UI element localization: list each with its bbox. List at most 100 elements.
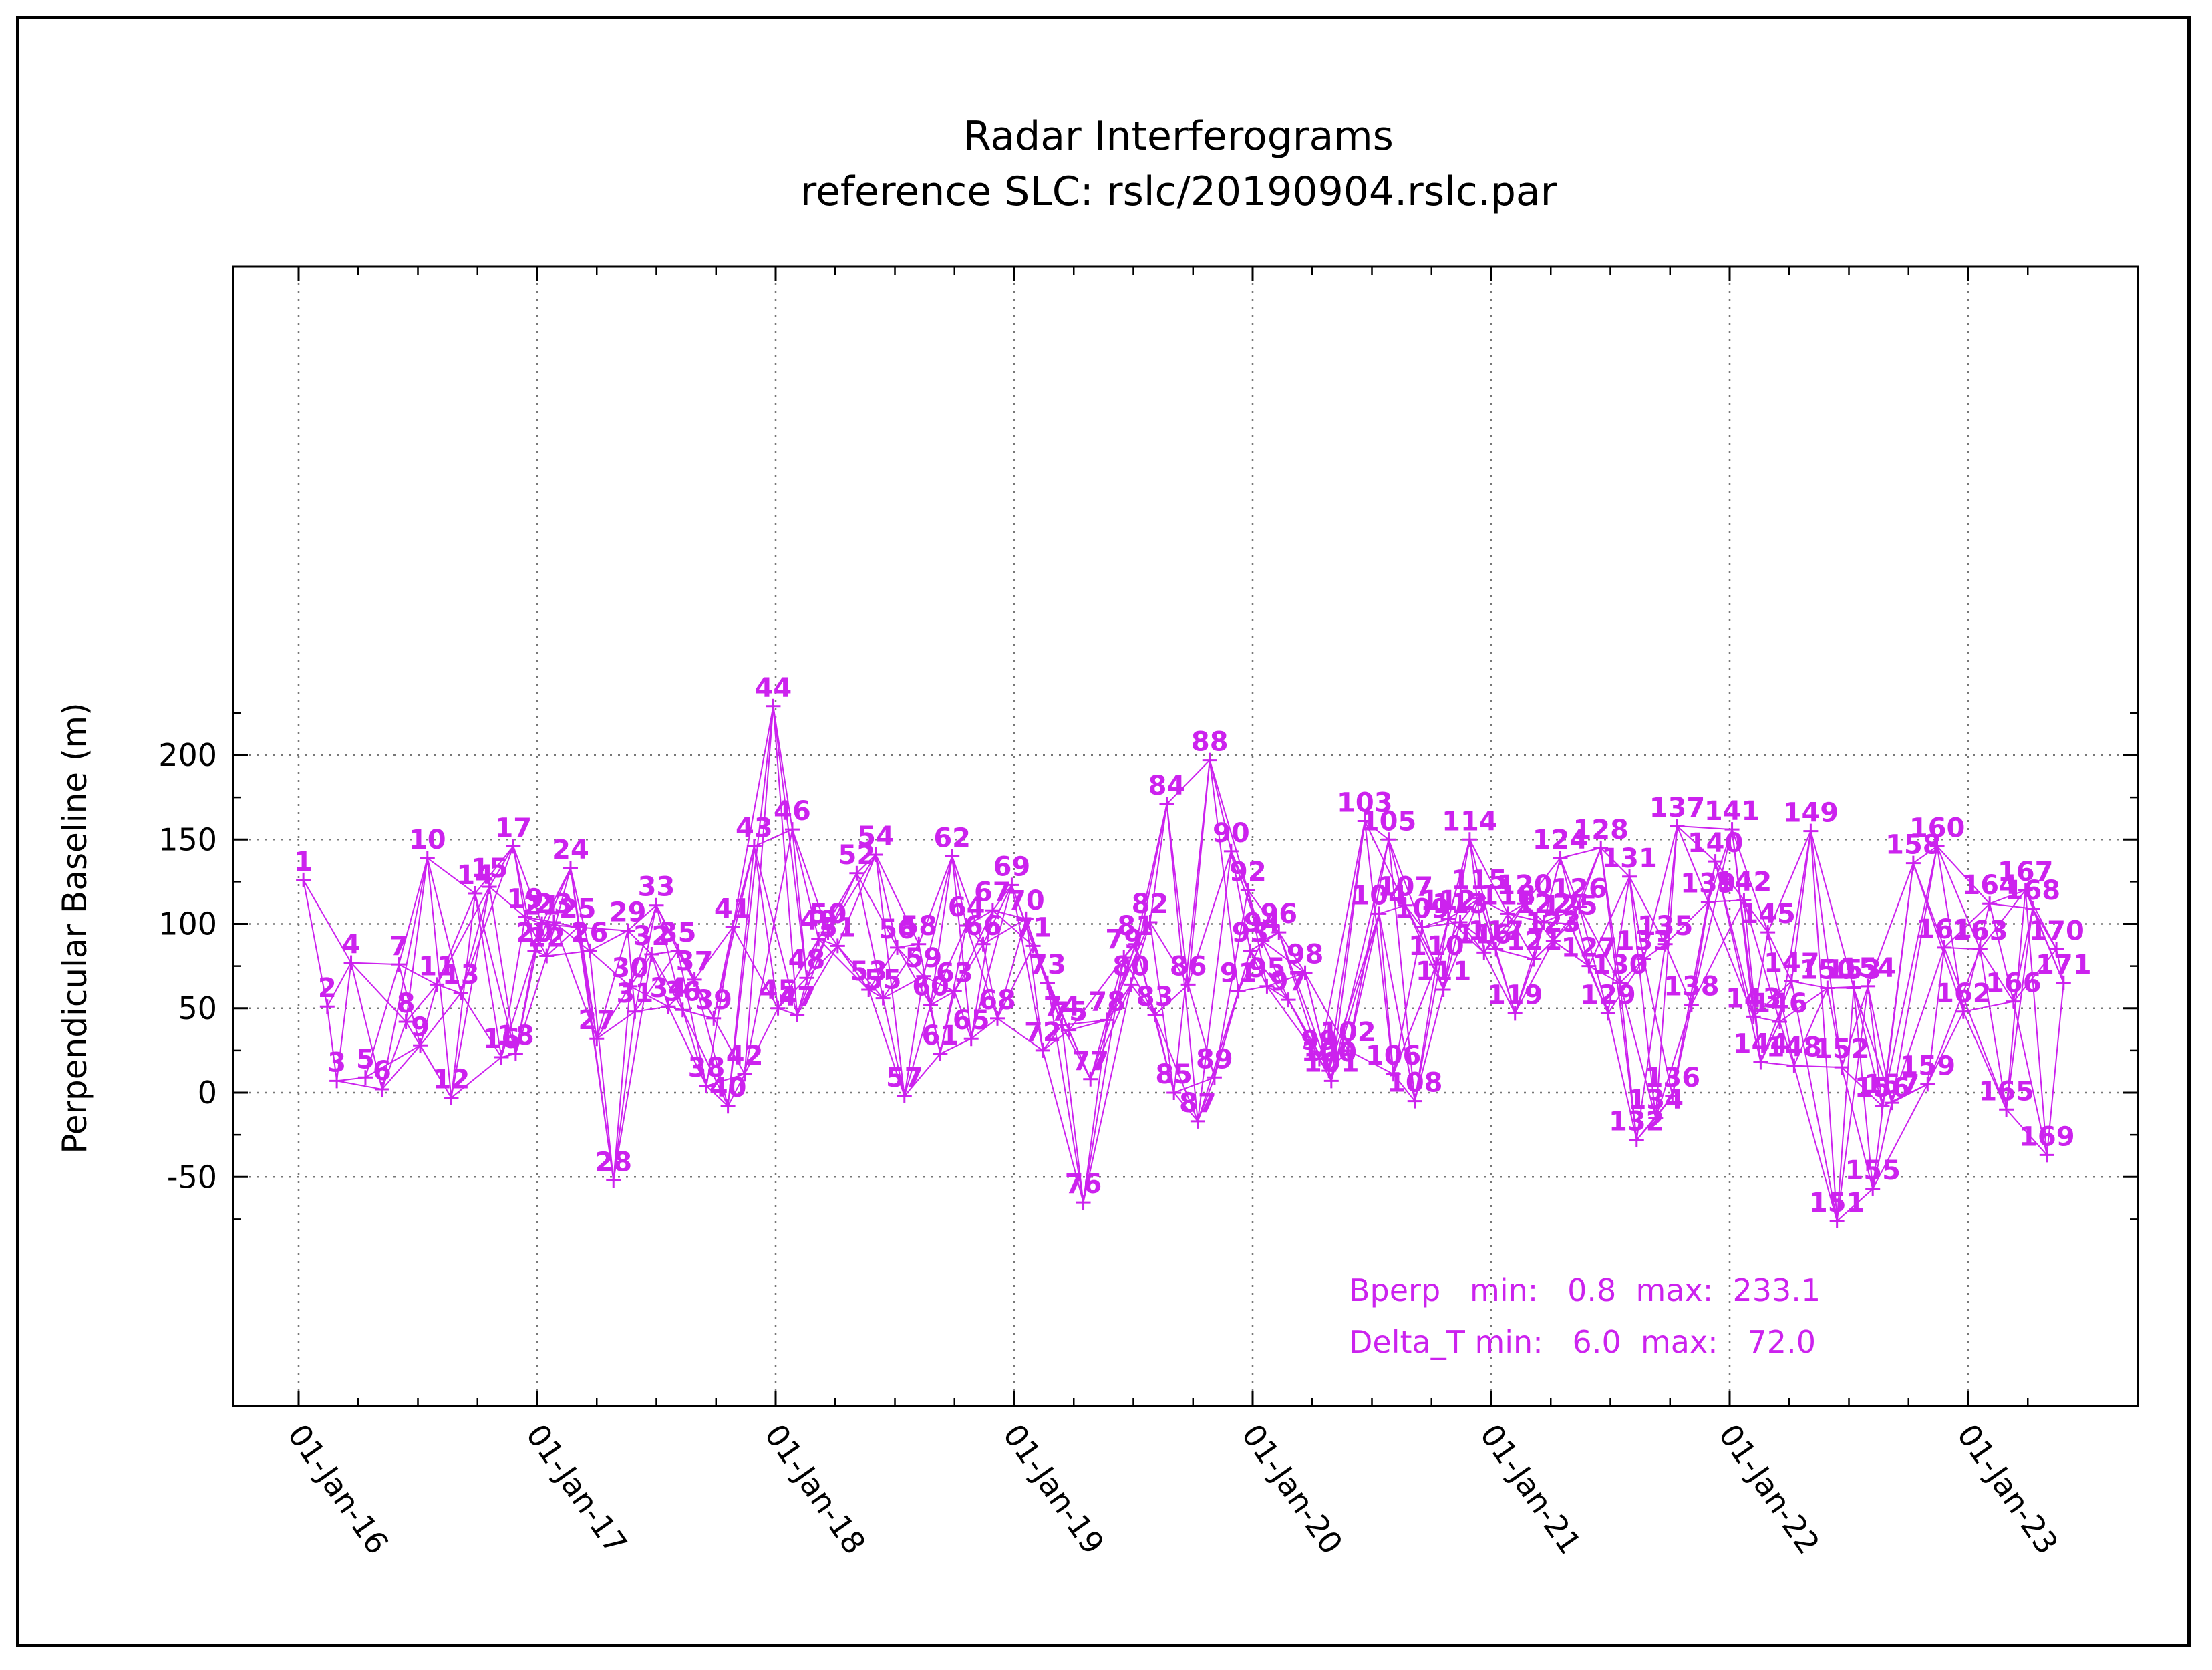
scene-label: 146: [1752, 988, 1808, 1019]
interferogram-link: [1927, 947, 1945, 1085]
interferogram-link: [1304, 972, 1349, 1051]
interferogram-link: [634, 905, 657, 1012]
interferogram-link: [1130, 922, 1151, 985]
scene-label: 67: [974, 877, 1011, 908]
interferogram-link: [1154, 1014, 1175, 1093]
interferogram-link: [1042, 1050, 1084, 1203]
interferogram-link: [1514, 922, 1545, 1014]
scene-marker: [811, 932, 826, 947]
interferogram-link: [997, 945, 1034, 1019]
interferogram-link: [1794, 1065, 1842, 1069]
scene-marker: [1612, 975, 1627, 990]
scene-marker: [1982, 896, 1998, 912]
scene-marker: [1414, 920, 1430, 935]
interferogram-link: [713, 846, 755, 1019]
scene-marker: [1083, 1071, 1098, 1087]
scene-marker: [413, 1038, 428, 1053]
interferogram-link: [460, 846, 514, 994]
scene-marker: [1829, 1213, 1845, 1228]
interferogram-link: [1714, 861, 1762, 1063]
scene-marker: [1736, 893, 1752, 908]
scene-marker: [430, 977, 445, 992]
scene-marker: [1428, 957, 1444, 972]
scene-label: 126: [1551, 873, 1607, 904]
interferogram-link: [2032, 908, 2064, 984]
chart-subtitle: reference SLC: rslc/20190904.rslc.par: [800, 168, 1557, 215]
interferogram-link: [1690, 899, 1745, 1006]
scene-label: 41: [714, 894, 752, 925]
scene-label: 60: [912, 972, 949, 1002]
interferogram-link: [796, 932, 829, 1016]
scene-label: 73: [1029, 950, 1066, 980]
scene-marker: [1507, 1006, 1523, 1021]
scene-marker: [606, 1173, 621, 1188]
scene-marker: [1972, 942, 1988, 957]
interferogram-link: [1872, 1102, 1893, 1190]
interferogram-link: [918, 856, 953, 945]
scene-marker: [1436, 982, 1451, 997]
scene-label: 22: [528, 922, 565, 953]
interferogram-link: [1607, 876, 1631, 1014]
interferogram-link: [1123, 957, 1156, 1016]
interferogram-link: [744, 1008, 779, 1075]
interferogram-link: [546, 926, 579, 957]
interferogram-link: [534, 922, 555, 952]
interferogram-link: [1891, 846, 1938, 1103]
scene-label: 30: [611, 953, 649, 984]
x-tick-label: 01-Jan-18: [758, 1417, 873, 1560]
interferogram-link: [1011, 885, 1044, 1051]
interferogram-link: [426, 857, 462, 994]
scene-marker: [2025, 901, 2040, 916]
interferogram-link: [1810, 831, 1838, 1221]
interferogram-link: [1607, 1013, 1637, 1140]
interferogram-link: [1318, 821, 1366, 1059]
scene-label: 118: [1480, 880, 1536, 911]
scene-label: 130: [1592, 950, 1648, 980]
scene-label: 158: [1885, 830, 1941, 861]
y-tick-label: 150: [158, 821, 217, 857]
scene-label: 68: [979, 985, 1016, 1016]
scene-label: 65: [953, 1005, 990, 1036]
scene-marker: [1955, 1004, 1971, 1019]
scene-marker: [546, 914, 561, 930]
interferogram-link: [589, 930, 629, 952]
scene-label: 5: [356, 1044, 375, 1075]
interferogram-link: [500, 917, 526, 1058]
interferogram-link: [1872, 1083, 1929, 1190]
interferogram-link: [570, 867, 591, 952]
interferogram-link: [992, 884, 1013, 911]
interferogram-link: [1979, 949, 2008, 1110]
interferogram-link: [2024, 889, 2048, 1155]
interferogram-link: [693, 979, 729, 1107]
scene-label: 48: [788, 944, 826, 975]
scene-label: 129: [1580, 980, 1636, 1010]
scene-label: 29: [609, 897, 647, 928]
interferogram-link: [613, 1011, 636, 1181]
interferogram-link: [577, 926, 628, 932]
interferogram-link: [705, 1085, 729, 1107]
scene-marker: [1271, 925, 1287, 940]
scene-marker: [947, 984, 962, 999]
interferogram-link: [1619, 982, 1657, 1119]
interferogram-link: [450, 1057, 502, 1099]
interferogram-link: [1436, 922, 1461, 965]
scene-marker: [1670, 819, 1685, 834]
scene-label: 84: [1148, 771, 1186, 801]
interferogram-link: [930, 856, 953, 1005]
interferogram-link: [923, 976, 941, 1055]
interferogram-link: [951, 856, 972, 1039]
interferogram-link: [1524, 857, 1561, 904]
interferogram-link: [1149, 922, 1175, 1093]
interferogram-link: [951, 856, 967, 926]
interferogram-link: [1495, 948, 1535, 960]
interferogram-link: [1249, 950, 1289, 1000]
interferogram-link: [875, 854, 920, 945]
scene-label: 64: [948, 892, 985, 923]
y-tick-label: -50: [167, 1159, 217, 1195]
interferogram-link: [971, 1018, 998, 1039]
interferogram-link: [1261, 932, 1279, 942]
scene-label: 39: [695, 985, 732, 1016]
y-tick-label: 100: [158, 906, 217, 942]
scene-label: 127: [1561, 933, 1617, 964]
interferogram-link: [1166, 804, 1199, 1122]
